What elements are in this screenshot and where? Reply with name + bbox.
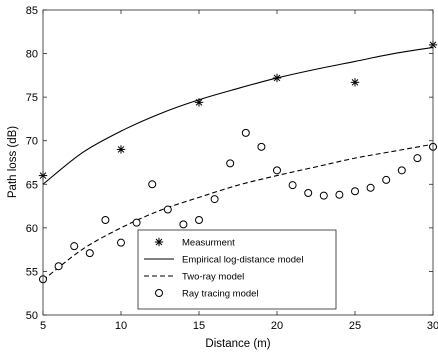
ray-tracing-point: [148, 180, 157, 189]
ray-tracing-point: [195, 216, 203, 225]
ray-tracing-point: [70, 242, 79, 251]
measurement-point: [116, 145, 126, 154]
data-markers: [38, 40, 438, 284]
x-tick-label: 25: [349, 320, 361, 332]
ray-tracing-point: [54, 262, 63, 271]
legend-box: [137, 229, 337, 310]
y-tick-label: 80: [26, 49, 38, 61]
x-axis-label: Distance (m): [205, 338, 270, 350]
y-tick-label: 65: [26, 179, 38, 191]
ray-tracing-point: [257, 142, 266, 151]
empirical-log-distance-line: [42, 46, 434, 185]
ray-tracing-point: [382, 175, 391, 184]
y-tick-label: 55: [26, 266, 38, 278]
star-stroke: [155, 238, 163, 246]
ray-tracing-point: [226, 159, 235, 168]
ray-tracing-point: [117, 238, 125, 247]
ray-tracing-point: [163, 205, 172, 214]
y-tick-label: 70: [26, 136, 38, 148]
measurement-point: [194, 98, 204, 107]
x-tick-label: 10: [115, 320, 127, 332]
two-ray-line: [42, 143, 434, 281]
y-tick-label: 60: [26, 223, 38, 235]
y-tick-label: 50: [26, 310, 38, 322]
ray-tracing-point: [132, 218, 141, 227]
ray-tracing-point: [179, 220, 188, 229]
legend-swatch-circle: [155, 289, 163, 297]
ray-tracing-point: [288, 181, 297, 190]
x-tick-label: 15: [193, 320, 205, 332]
ray-tracing-point: [85, 249, 94, 258]
ray-tracing-point: [273, 166, 281, 175]
ray-tracing-point: [319, 191, 328, 200]
measurement-point: [272, 73, 282, 83]
ray-tracing-point: [210, 195, 219, 204]
ray-tracing-point: [397, 166, 406, 175]
ray-tracing-point: [241, 128, 250, 137]
y-tick-label: 85: [26, 5, 38, 17]
star-stroke: [195, 99, 203, 106]
legend-label: Measurment: [182, 238, 235, 249]
y-tick-label: 75: [26, 92, 38, 104]
star-stroke: [273, 74, 281, 82]
ray-tracing-point: [101, 216, 110, 225]
x-tick-label: 5: [40, 320, 46, 332]
star-stroke: [117, 146, 125, 153]
axis-ticks: 5 10 15 20 25 30 50 55 60 65 70 75 80 85: [26, 5, 438, 332]
ray-tracing-point: [351, 187, 359, 196]
legend: Measurment Empirical log-distance model Tw…: [137, 229, 337, 310]
legend-swatch-star: [154, 237, 164, 247]
legend-label: Empirical log-distance model: [182, 255, 303, 266]
ray-tracing-point: [366, 183, 375, 192]
ray-tracing-point: [304, 189, 313, 197]
star-stroke: [351, 79, 359, 86]
x-tick-label: 20: [271, 320, 283, 332]
legend-label: Two-ray model: [182, 272, 244, 283]
ray-tracing-point: [335, 190, 344, 199]
model-curves: [42, 46, 434, 281]
y-axis-label: Path loss (dB): [7, 126, 19, 198]
x-tick-label: 30: [427, 320, 438, 332]
measurement-point: [350, 78, 360, 87]
plot-border: [42, 9, 434, 316]
ray-tracing-point: [413, 154, 422, 163]
legend-label: Ray tracing model: [182, 289, 259, 300]
